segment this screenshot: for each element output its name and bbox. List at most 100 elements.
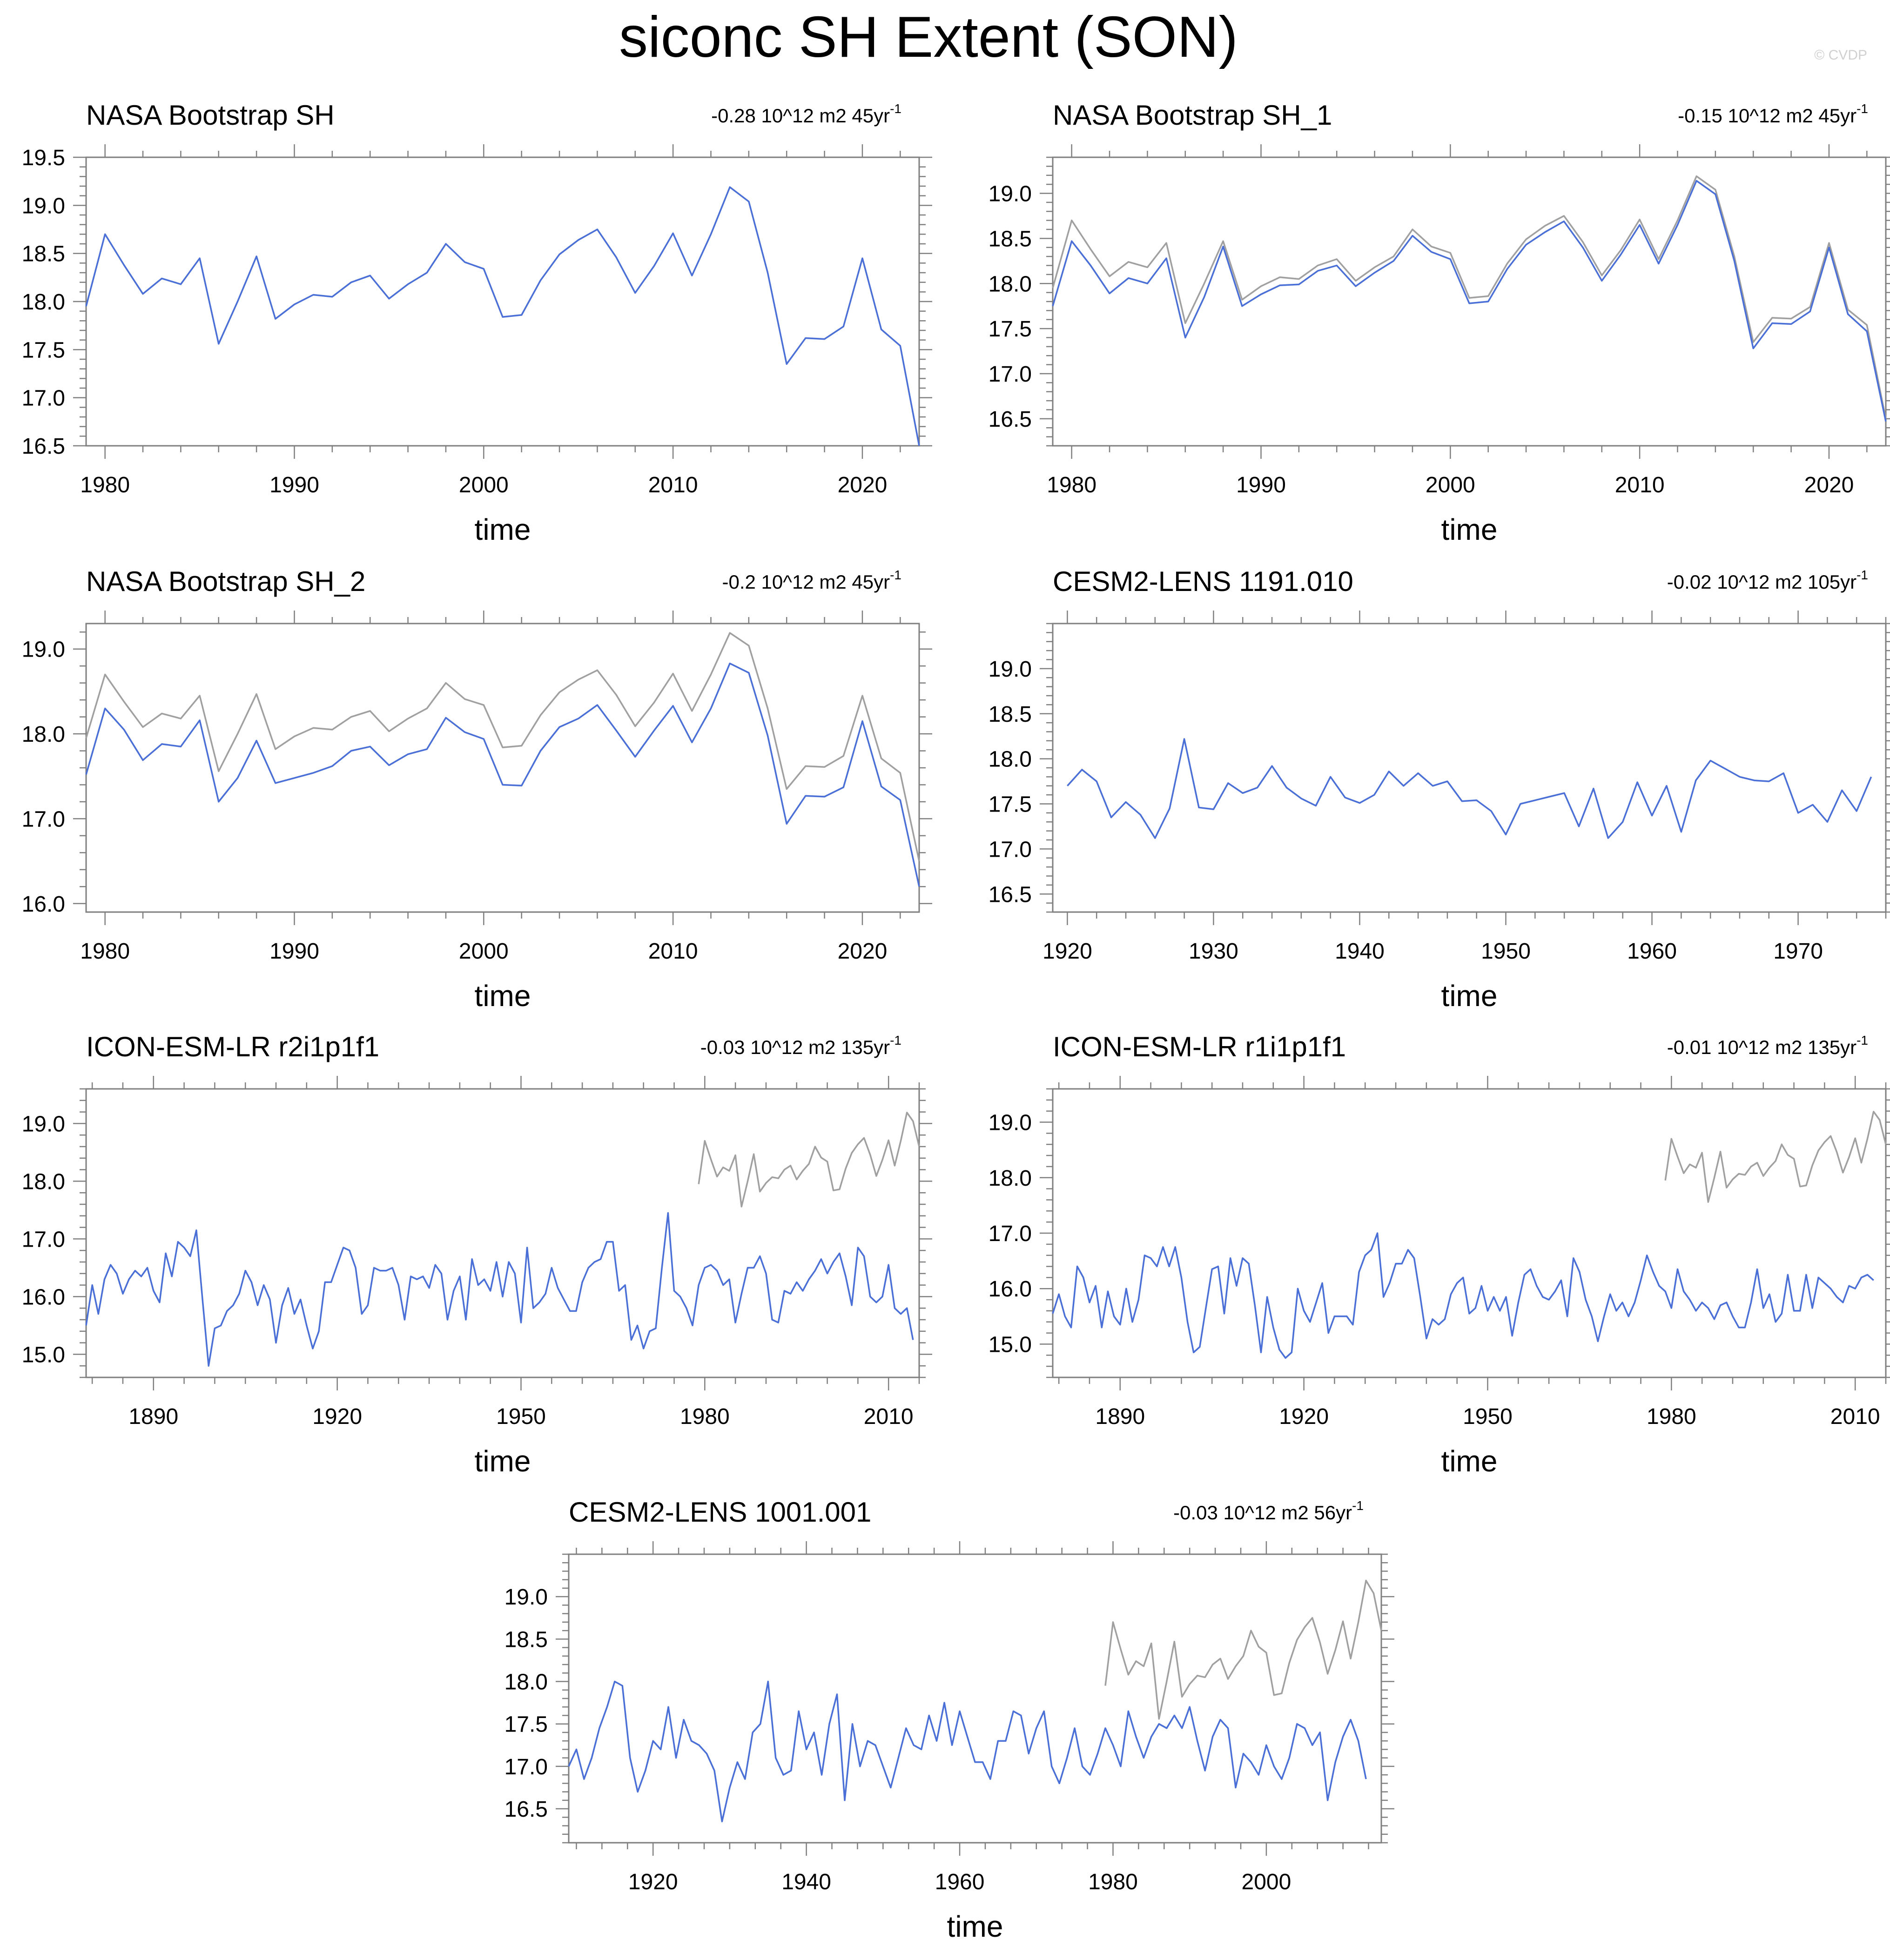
trend-text: -0.15 10^12 m2 45yr [1678,105,1856,127]
y-tick-label: 17.0 [22,386,65,411]
panel-nasa-bootstrap-sh-1: NASA Bootstrap SH_1 -0.15 10^12 m2 45yr-1… [989,100,1890,546]
observation-series-line [1052,175,1887,419]
panel-cesm2-lens-1191-010: CESM2-LENS 1191.010 -0.02 10^12 m2 105yr-… [989,566,1890,1013]
y-tick-label: 19.0 [989,1111,1032,1135]
x-tick-label: 2010 [1615,473,1665,497]
trend-label: -0.01 10^12 m2 135yr-1 [1667,1033,1868,1058]
simulation-series-line [1052,1232,1874,1359]
observation-series-line [85,632,920,861]
panel-title: NASA Bootstrap SH [86,100,335,131]
y-tick-label: 18.0 [22,1169,65,1194]
y-tick-label: 19.0 [989,657,1032,682]
x-tick-label: 2010 [648,473,698,497]
y-tick-label: 17.0 [504,1755,548,1779]
y-tick-label: 17.5 [504,1712,548,1737]
y-tick-label: 16.5 [22,434,65,459]
x-tick-label: 1920 [1279,1404,1329,1429]
trend-exponent: -1 [1856,568,1868,582]
x-tick-label: 2010 [1830,1404,1880,1429]
panel-icon-esm-lr-r1i1p1f1: ICON-ESM-LR r1i1p1f1 -0.01 10^12 m2 135yr… [989,1031,1890,1478]
trend-text: -0.28 10^12 m2 45yr [711,105,890,127]
panel-icon-esm-lr-r2i1p1f1: ICON-ESM-LR r2i1p1f1 -0.03 10^12 m2 135yr… [22,1031,932,1478]
trend-text: -0.2 10^12 m2 45yr [722,571,890,593]
y-tick-label: 18.0 [989,747,1032,772]
x-tick-label: 1940 [1335,939,1385,964]
y-tick-label: 16.5 [504,1797,548,1822]
observation-series-line [698,1112,920,1208]
simulation-series-line [1052,180,1887,422]
y-tick-label: 17.0 [22,1227,65,1252]
y-tick-label: 17.0 [989,362,1032,387]
panel-nasa-bootstrap-sh-2: NASA Bootstrap SH_2 -0.2 10^12 m2 45yr-1 1… [22,566,932,1013]
plot-frame [85,1088,920,1378]
x-tick-label: 1980 [1088,1870,1138,1894]
x-tick-label: 1920 [628,1870,678,1894]
y-tick-label: 19.0 [989,182,1032,207]
x-axis-label: time [947,1910,1003,1943]
simulation-series-line [568,1680,1367,1823]
x-tick-label: 1980 [1047,473,1096,497]
x-tick-label: 2020 [838,939,888,964]
simulation-series-line [1067,738,1872,839]
y-tick-label: 16.0 [22,892,65,917]
y-tick-label: 19.0 [504,1585,548,1610]
x-tick-label: 2000 [1426,473,1475,497]
figure-title: siconc SH Extent (SON) [619,5,1238,69]
y-tick-label: 17.0 [989,1222,1032,1246]
y-tick-label: 18.5 [989,227,1032,251]
simulation-series-line [85,186,920,446]
y-tick-label: 18.5 [22,242,65,267]
y-tick-label: 18.0 [989,1166,1032,1191]
y-tick-label: 18.0 [989,272,1032,296]
x-tick-label: 2000 [459,473,509,497]
panel-title: ICON-ESM-LR r1i1p1f1 [1053,1031,1346,1062]
panel-title: NASA Bootstrap SH_2 [86,566,365,597]
y-tick-label: 17.5 [22,338,65,362]
trend-exponent: -1 [890,101,901,116]
y-tick-label: 16.0 [989,1277,1032,1302]
plot-frame [1052,1088,1887,1378]
watermark: © CVDP [1814,47,1867,63]
y-tick-label: 16.5 [989,882,1032,907]
x-tick-label: 1960 [935,1870,985,1894]
y-tick-label: 17.0 [22,807,65,832]
x-tick-label: 1920 [1043,939,1092,964]
y-tick-label: 16.5 [989,407,1032,432]
y-tick-label: 19.0 [22,1112,65,1136]
trend-text: -0.03 10^12 m2 135yr [700,1036,890,1058]
x-tick-label: 1950 [1463,1404,1513,1429]
trend-label: -0.03 10^12 m2 56yr-1 [1173,1498,1364,1524]
trend-exponent: -1 [1352,1498,1364,1513]
simulation-series-line [85,662,920,887]
x-axis-label: time [475,979,531,1013]
trend-label: -0.2 10^12 m2 45yr-1 [722,568,901,593]
x-axis-label: time [1441,513,1498,546]
trend-text: -0.02 10^12 m2 105yr [1667,571,1856,593]
trend-label: -0.28 10^12 m2 45yr-1 [711,101,901,127]
trend-exponent: -1 [890,568,901,582]
y-tick-label: 15.0 [22,1342,65,1367]
trend-exponent: -1 [890,1033,901,1047]
x-tick-label: 2010 [864,1404,914,1429]
x-axis-label: time [1441,1444,1498,1478]
trend-label: -0.02 10^12 m2 105yr-1 [1667,568,1868,593]
x-tick-label: 2000 [1242,1870,1291,1894]
x-tick-label: 1980 [80,939,130,964]
x-tick-label: 1980 [680,1404,730,1429]
x-tick-label: 1890 [128,1404,178,1429]
y-tick-label: 18.0 [504,1670,548,1695]
plot-frame [568,1553,1382,1844]
y-tick-label: 18.0 [22,722,65,747]
trend-label: -0.15 10^12 m2 45yr-1 [1678,101,1868,127]
panel-title: NASA Bootstrap SH_1 [1053,100,1332,131]
panel-title: CESM2-LENS 1001.001 [569,1497,871,1528]
x-tick-label: 1890 [1095,1404,1145,1429]
x-tick-label: 1990 [269,939,319,964]
x-tick-label: 2020 [838,473,888,497]
y-tick-label: 18.5 [989,702,1032,727]
y-tick-label: 18.0 [22,290,65,315]
simulation-series-line [85,1212,914,1367]
y-tick-label: 19.5 [22,146,65,170]
y-tick-label: 17.5 [989,317,1032,342]
